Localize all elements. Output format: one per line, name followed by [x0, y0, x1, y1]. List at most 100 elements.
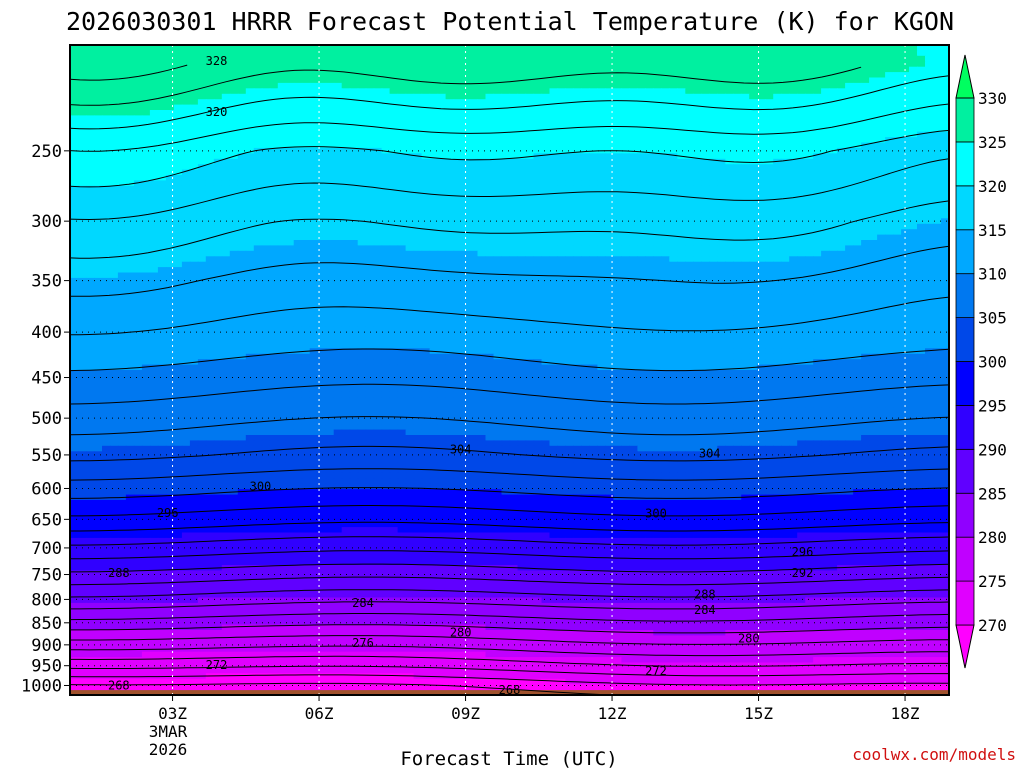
fill-cell — [453, 55, 463, 62]
fill-cell — [397, 169, 407, 176]
fill-cell — [213, 126, 223, 133]
fill-cell — [349, 288, 359, 295]
fill-cell — [110, 288, 119, 295]
fill-cell — [261, 175, 271, 181]
fill-cell — [445, 82, 455, 89]
fill-cell — [173, 88, 183, 95]
fill-cell — [173, 104, 183, 111]
fill-cell — [941, 245, 949, 252]
fill-cell — [837, 99, 846, 106]
fill-cell — [213, 240, 223, 246]
fill-cell — [421, 218, 431, 225]
fill-cell — [501, 283, 511, 290]
fill-cell — [845, 229, 854, 236]
fill-cell — [813, 115, 822, 122]
fill-cell — [133, 88, 143, 95]
fill-cell — [661, 207, 670, 214]
fill-cell — [669, 261, 678, 268]
fill-cell — [477, 104, 487, 111]
fill-cell — [301, 261, 311, 268]
fill-cell — [501, 77, 511, 84]
fill-cell — [485, 131, 495, 138]
fill-cell — [365, 115, 375, 122]
fill-cell — [102, 169, 111, 176]
fill-cell — [749, 158, 758, 165]
fill-cell — [149, 77, 159, 84]
fill-cell — [653, 45, 662, 51]
fill-cell — [853, 277, 862, 284]
fill-cell — [765, 169, 774, 176]
fill-cell — [357, 234, 367, 241]
fill-cell — [741, 223, 750, 230]
fill-cell — [509, 82, 519, 89]
fill-cell — [525, 126, 535, 133]
fill-cell — [86, 88, 95, 95]
fill-cell — [253, 175, 263, 181]
fill-cell — [78, 99, 87, 106]
fill-cell — [237, 277, 247, 284]
fill-cell — [501, 158, 511, 165]
fill-cell — [213, 250, 223, 257]
fill-cell — [405, 288, 415, 295]
fill-cell — [421, 169, 431, 176]
fill-cell — [581, 267, 590, 274]
fill-cell — [941, 55, 949, 62]
fill-cell — [94, 110, 103, 116]
fill-cell — [117, 250, 127, 257]
fill-cell — [597, 99, 606, 106]
fill-cell — [917, 191, 926, 198]
fill-cell — [645, 191, 654, 198]
fill-cell — [157, 240, 167, 246]
fill-cell — [229, 240, 239, 246]
fill-cell — [389, 120, 399, 127]
fill-cell — [381, 153, 391, 160]
fill-cell — [893, 115, 902, 122]
fill-cell — [173, 250, 183, 257]
fill-cell — [901, 142, 910, 149]
fill-cell — [221, 131, 231, 138]
fill-cell — [733, 66, 742, 73]
fill-cell — [317, 250, 327, 257]
fill-cell — [861, 104, 870, 111]
fill-cell — [517, 277, 527, 284]
fill-cell — [301, 99, 311, 106]
fill-cell — [110, 191, 119, 198]
fill-cell — [653, 261, 662, 268]
fill-cell — [421, 191, 431, 198]
fill-cell — [821, 142, 830, 149]
fill-cell — [173, 142, 183, 149]
fill-cell — [389, 153, 399, 160]
fill-cell — [301, 158, 311, 165]
fill-cell — [213, 99, 223, 106]
fill-cell — [301, 110, 311, 116]
fill-cell — [893, 126, 902, 133]
fill-cell — [125, 88, 135, 95]
fill-cell — [653, 267, 662, 274]
fill-cell — [813, 88, 822, 95]
fill-cell — [805, 104, 814, 111]
fill-cell — [893, 158, 902, 165]
fill-cell — [741, 99, 750, 106]
fill-cell — [253, 50, 263, 57]
fill-cell — [509, 180, 519, 187]
fill-cell — [141, 240, 151, 246]
fill-cell — [293, 61, 303, 68]
fill-cell — [637, 153, 646, 160]
fill-cell — [357, 288, 367, 295]
fill-cell — [437, 88, 447, 95]
fill-cell — [78, 61, 87, 68]
fill-cell — [813, 164, 822, 171]
fill-cell — [733, 245, 742, 252]
fill-cell — [541, 45, 551, 51]
fill-cell — [469, 256, 479, 263]
fill-cell — [373, 245, 383, 252]
fill-cell — [597, 261, 606, 268]
fill-cell — [78, 267, 87, 274]
fill-cell — [901, 158, 910, 165]
fill-cell — [589, 99, 598, 106]
fill-cell — [389, 50, 399, 57]
fill-cell — [237, 250, 247, 257]
fill-cell — [581, 93, 590, 100]
fill-cell — [173, 272, 183, 279]
fill-cell — [125, 250, 135, 257]
